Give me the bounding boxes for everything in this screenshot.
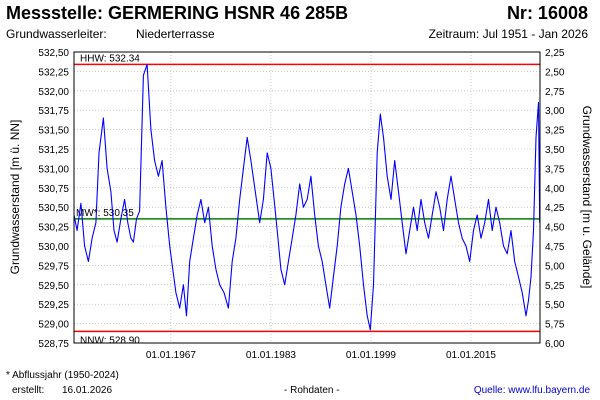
y-tick-label: 529,25 [38,300,69,311]
y-tick-label: 530,25 [38,223,69,234]
station-number: Nr: 16008 [506,3,588,23]
y-tick-label: 529,75 [38,261,69,272]
x-tick-label: 01.01.1983 [246,350,296,361]
plot-frame [73,51,541,344]
y-tick-label: 529,00 [38,320,69,331]
y-tick-label: 532,50 [38,48,69,59]
reference-lines: HHW: 532.34 MW*: 530.35 NNW: 528.90 [74,53,540,346]
y2-tick-label: 5,00 [545,261,565,272]
y2-tick-label: 5,25 [545,281,565,292]
y2-tick-label: 3,00 [545,106,565,117]
y-tick-label: 528,75 [38,339,69,350]
x-tick-labels: 01.01.1967 01.01.1983 01.01.1999 01.01.2015 [146,350,497,361]
y2-tick-label: 4,25 [545,203,565,214]
y2-tick-labels: 2,25 2,50 2,75 3,00 3,25 3,50 3,75 4,00 4,25 4,50… [545,48,565,350]
y2-tick-label: 3,50 [545,145,565,156]
y-tick-label: 530,50 [38,203,69,214]
y2-tick-label: 4,00 [545,184,565,195]
rawdata-label: - Rohdaten - [284,385,340,396]
y2-tick-label: 5,50 [545,300,565,311]
y-tick-label: 530,75 [38,184,69,195]
y2-tick-label: 2,50 [545,67,565,78]
created-date: 16.01.2026 [62,385,113,396]
aquifer-label: Grundwasserleiter: [6,27,107,41]
y-tick-labels: 532,50 532,25 532,00 531,75 531,50 531,25 531,… [38,48,69,350]
created-label: erstellt: [12,385,45,396]
y-tick-label: 532,00 [38,87,69,98]
groundwater-level-series [73,63,541,331]
y-tick-label: 531,25 [38,145,69,156]
y2-tick-label: 3,25 [545,126,565,137]
y2-tick-label: 6,00 [545,339,565,350]
aquifer-value: Niederterrasse [136,27,215,41]
y2-tick-label: 4,75 [545,242,565,253]
y-tick-label: 531,50 [38,126,69,137]
y-tick-label: 529,50 [38,281,69,292]
footnote: * Abflussjahr (1950-2024) [6,370,119,381]
y2-tick-label: 2,25 [545,48,565,59]
source-link[interactable]: Quelle: www.lfu.bayern.de [473,385,590,396]
mw-label: MW*: 530.35 [76,208,134,219]
y2-axis-label: Grundwasserstand [m u. Gelände] [580,106,594,289]
period-label: Zeitraum: Jul 1951 - Jan 2026 [428,27,588,41]
y2-tick-label: 2,75 [545,87,565,98]
y2-tick-label: 4,50 [545,223,565,234]
x-tick-label: 01.01.2015 [446,350,496,361]
y-axis-label: Grundwasserstand [m ü. NN] [8,120,22,275]
x-tick-label: 01.01.1999 [346,350,396,361]
grid-lines [74,52,540,343]
y-tick-label: 531,00 [38,164,69,175]
series-group [73,63,541,331]
y2-tick-label: 5,75 [545,320,565,331]
y-tick-label: 531,75 [38,106,69,117]
y-tick-label: 530,00 [38,242,69,253]
nnw-label: NNW: 528.90 [80,335,140,346]
hhw-label: HHW: 532.34 [80,53,140,64]
y2-tick-label: 3,75 [545,164,565,175]
page-title: Messstelle: GERMERING HSNR 46 285B [6,3,349,23]
x-tick-label: 01.01.1967 [146,350,196,361]
y-tick-label: 532,25 [38,67,69,78]
